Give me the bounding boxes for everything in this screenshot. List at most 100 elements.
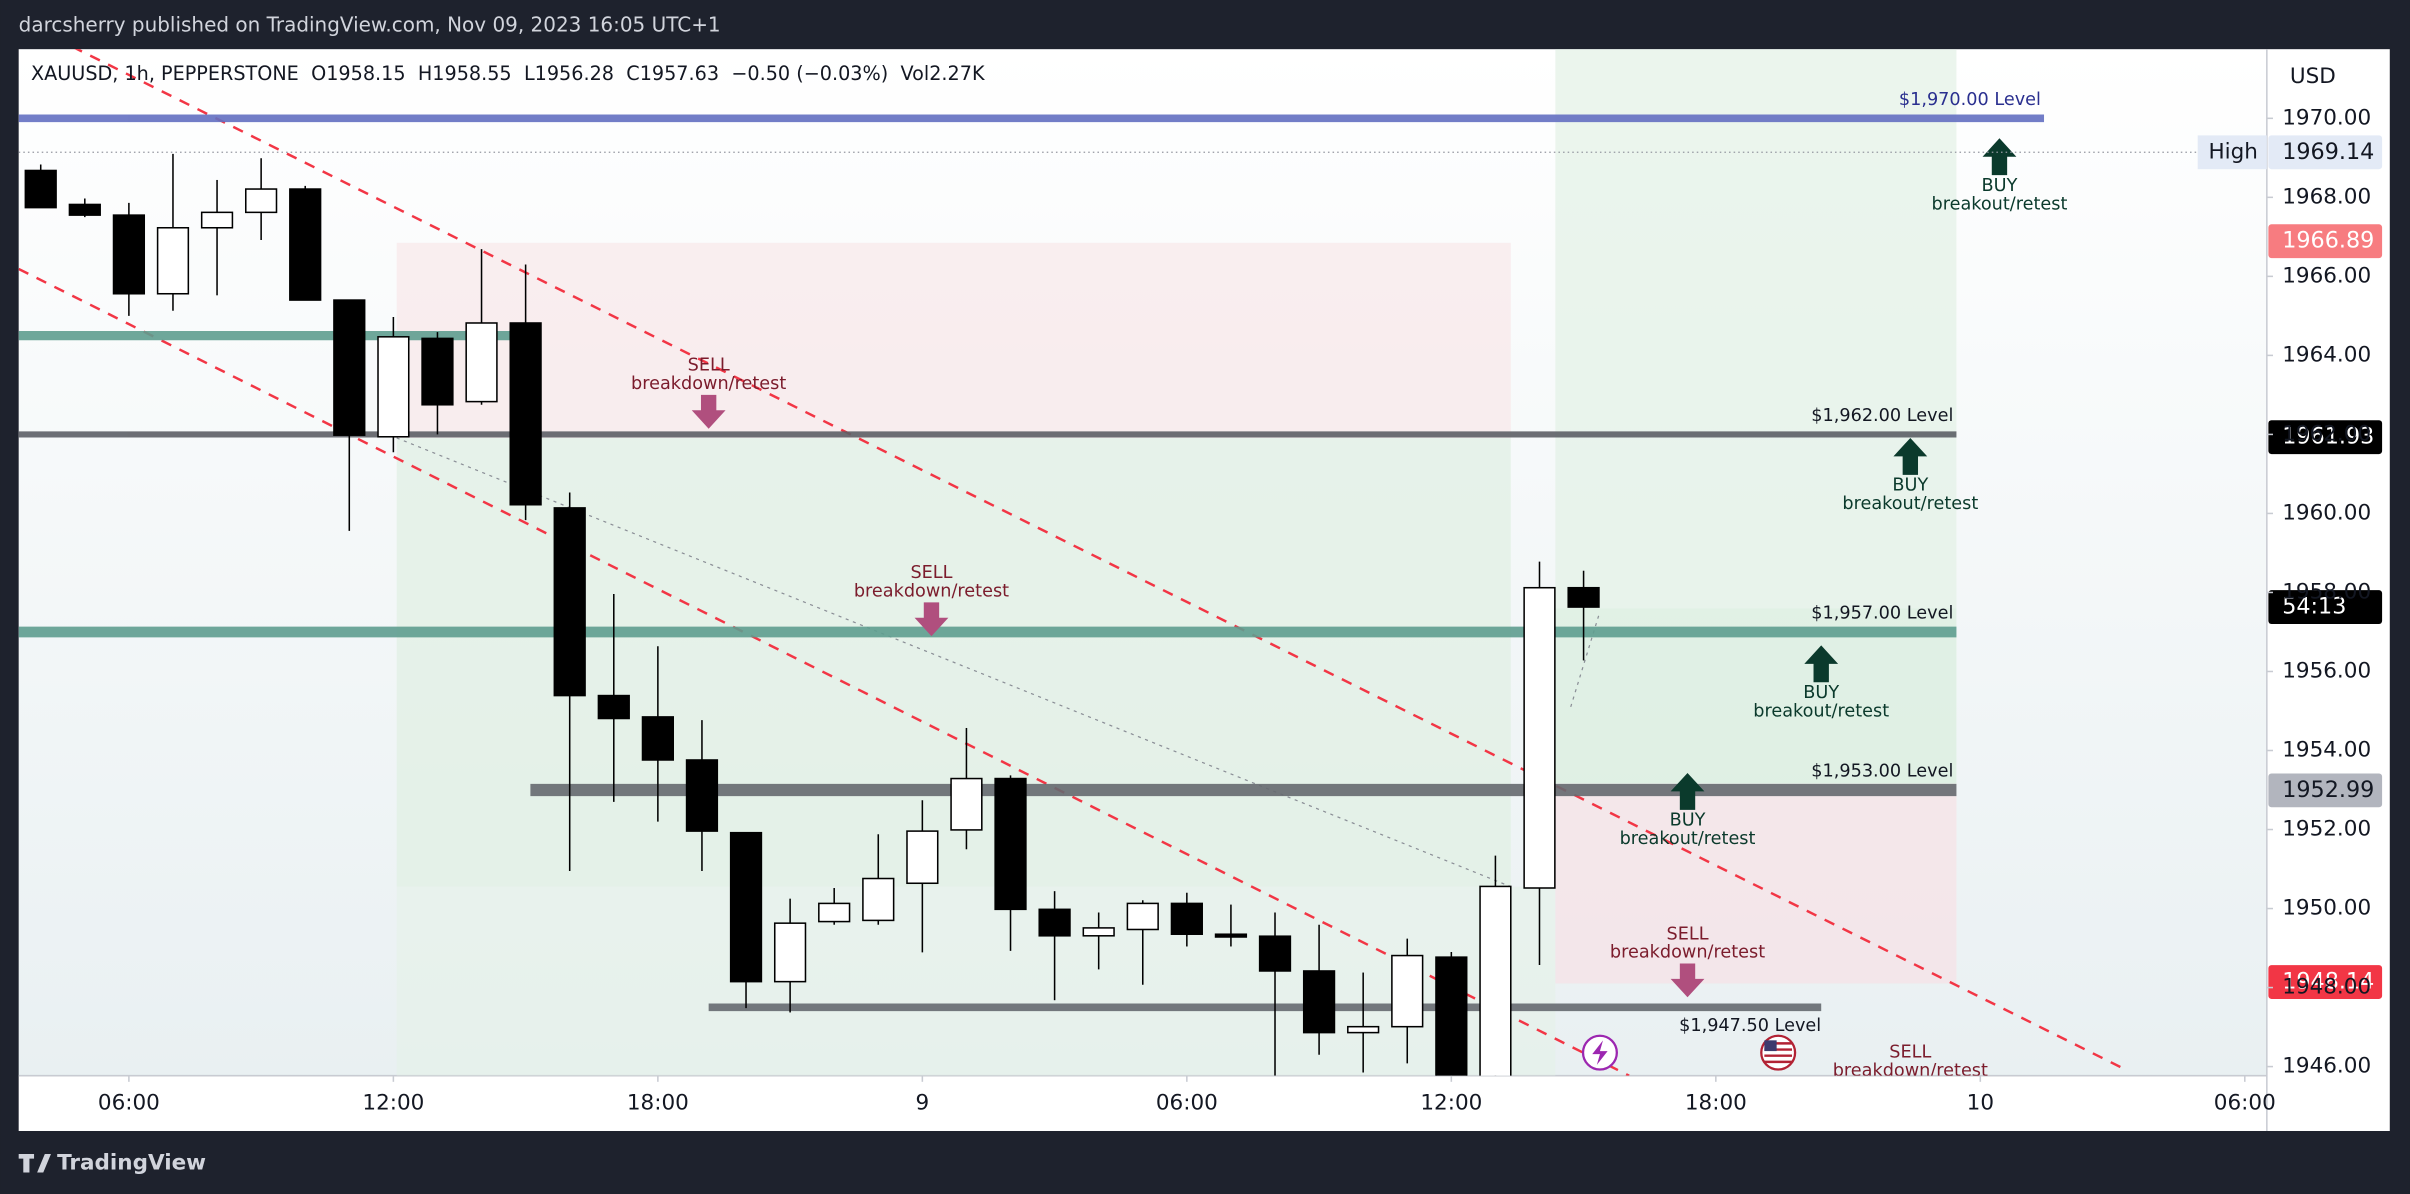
price-badge-label: 54:13 [2282, 594, 2346, 620]
guide-line [1570, 611, 1601, 708]
candle-body [465, 322, 498, 403]
trend-line [18, 267, 1630, 1076]
y-tick-label: 1970.00 [2282, 105, 2371, 130]
price-badge [2268, 135, 2383, 170]
zone [1555, 783, 1957, 984]
candle-body [1435, 956, 1468, 1076]
legend: XAUUSD, 1h, PEPPERSTONE O1958.15 H1958.55 L… [31, 61, 985, 84]
candle-body [68, 203, 101, 216]
candle-body [1567, 586, 1600, 608]
candle-body [994, 777, 1027, 911]
price-badge-label: 1952.99 [2282, 777, 2374, 803]
event-icon-bolt [1592, 1040, 1608, 1065]
candle-body [1082, 927, 1115, 937]
candle-body [597, 694, 630, 720]
y-tick-label: 1962.00 [2282, 421, 2371, 446]
x-tick-label: 12:00 [1420, 1090, 1482, 1115]
candle-body [729, 831, 763, 983]
annotation-note: breakdown/retest [854, 582, 1009, 602]
logo-mark [18, 1154, 51, 1173]
x-tick-label: 06:00 [98, 1090, 160, 1115]
price-badge [2268, 590, 2383, 624]
overlay: High 1969.14 1966.89 1961.93 54:13 1952.99 194… [2197, 135, 2383, 999]
candle-body [685, 759, 719, 832]
annotation-signal: BUY [1982, 176, 2018, 196]
candle-body [1214, 933, 1248, 938]
legend-close: C1957.63 [626, 61, 719, 84]
y-tick-label: 1948.00 [2282, 975, 2371, 1000]
candle-body [1038, 908, 1071, 937]
annotation-arrow [914, 602, 949, 637]
candle-body [1391, 954, 1424, 1028]
candle-body [421, 337, 454, 406]
annotation-arrow [1670, 963, 1705, 998]
price-badge-label: 1969.14 [2282, 139, 2374, 165]
candle-body [112, 214, 146, 295]
x-tick-label: 06:00 [2214, 1090, 2276, 1115]
legend-change: −0.50 (−0.03%) [731, 61, 888, 84]
x-tick-label: 06:00 [1156, 1090, 1218, 1115]
plot: $1,970.00 Level $1,962.00 Level $1,957.00 … [18, 49, 2267, 1081]
annotation-note: breakout/retest [1753, 701, 1889, 721]
annotation-signal: SELL [688, 356, 730, 376]
logo-text: TradingView [57, 1150, 206, 1175]
annotation-arrow [1893, 437, 1928, 475]
x-tick-label: 10 [1967, 1090, 1994, 1115]
annotation-note: breakout/retest [1842, 494, 1978, 514]
level-label: $1,957.00 Level [1811, 604, 1953, 624]
y-tick-label: 1966.00 [2282, 263, 2371, 288]
y-tick-label: 1946.00 [2282, 1054, 2371, 1079]
x-axis-strip [18, 1075, 2267, 1131]
legend-low: L1956.28 [524, 61, 614, 84]
y-tick-label: 1950.00 [2282, 896, 2371, 921]
candle-body [950, 777, 983, 831]
zone [1555, 49, 1957, 609]
candle-body [1170, 902, 1203, 935]
level-label: $1,953.00 Level [1811, 762, 1953, 782]
candle-body [641, 716, 675, 761]
candle-body [1523, 586, 1556, 889]
x-tick-label: 18:00 [1685, 1090, 1747, 1115]
currency: USD [2290, 64, 2336, 89]
price-badge-label: 1948.14 [2282, 969, 2374, 995]
price-badge-label: 1966.89 [2282, 228, 2374, 254]
annotation-signal: BUY [1892, 476, 1928, 496]
price-badge [2268, 965, 2383, 999]
candle-body [200, 211, 234, 229]
candle-body [1479, 885, 1512, 1076]
candle-body [377, 336, 410, 438]
y-tick-label: 1960.00 [2282, 500, 2371, 525]
annotation-note: breakdown/retest [631, 374, 786, 394]
annotation-signal: SELL [1666, 924, 1708, 944]
candle-body [1302, 970, 1336, 1034]
legend-volume: Vol2.27K [901, 61, 985, 84]
candle-body [773, 922, 807, 983]
candle-body [862, 877, 895, 922]
annotation-note: breakout/retest [1932, 194, 2068, 214]
price-badge [2268, 224, 2383, 259]
level-label: $1,970.00 Level [1899, 90, 2041, 110]
candle-body [906, 830, 939, 885]
y-tick-label: 1952.00 [2282, 817, 2371, 842]
y-tick-label: 1958.00 [2282, 579, 2371, 604]
annotation-arrow [1670, 772, 1705, 810]
annotation-signal: BUY [1670, 811, 1706, 831]
candle-body [1126, 902, 1159, 931]
candle-body [1347, 1025, 1380, 1034]
annotation-signal: SELL [910, 563, 952, 583]
annotation-note: breakdown/retest [1833, 1061, 1988, 1081]
price-badge [2268, 420, 2383, 455]
annotation-signal: SELL [1889, 1043, 1931, 1063]
publish-header: darcsherry published on TradingView.com,… [19, 13, 721, 37]
zone [396, 242, 1511, 438]
annotation-arrow [1982, 138, 2017, 176]
trend-line [74, 49, 2130, 1073]
y-tick-label: 1968.00 [2282, 184, 2371, 209]
annotation-signal: BUY [1803, 683, 1839, 703]
footer-logo: TradingView [18, 1150, 206, 1175]
candle-body [24, 169, 57, 209]
price-badge [2268, 773, 2383, 808]
y-tick-label: 1954.00 [2282, 737, 2371, 762]
legend-symbol: XAUUSD, 1h, PEPPERSTONE [31, 61, 299, 84]
